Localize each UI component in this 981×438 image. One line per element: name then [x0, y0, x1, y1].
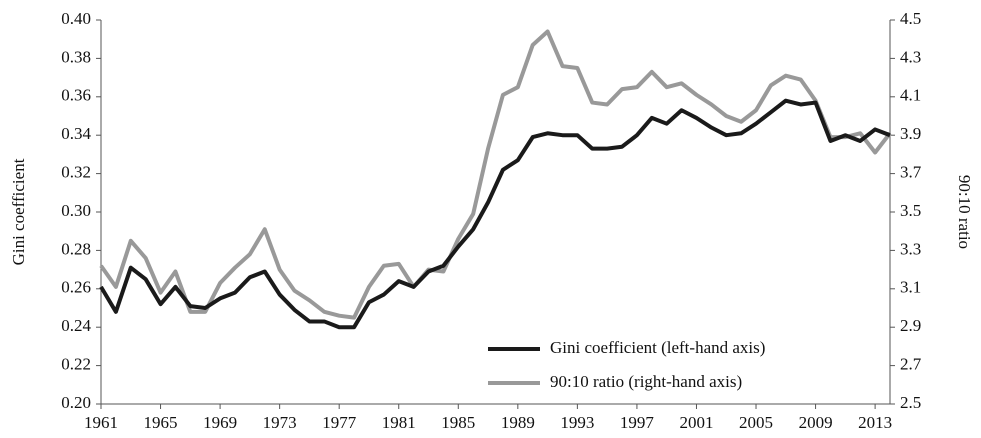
x-tick-label: 1961	[84, 413, 118, 432]
x-tick-label: 1997	[620, 413, 655, 432]
y-tick-label: 0.20	[61, 393, 91, 412]
y2-tick-label: 3.5	[900, 201, 921, 220]
y2-tick-label: 2.5	[900, 393, 921, 412]
x-tick-label: 1969	[203, 413, 237, 432]
y2-tick-label: 2.9	[900, 316, 921, 335]
series-line	[99, 98, 891, 330]
x-tick-label: 2013	[858, 413, 892, 432]
y-tick-label: 0.26	[61, 278, 91, 297]
x-tick-label: 1965	[144, 413, 178, 432]
x-tick-label: 1989	[501, 413, 535, 432]
legend-label: Gini coefficient (left-hand axis)	[550, 338, 765, 357]
y2-tick-label: 4.5	[900, 9, 921, 28]
y-tick-label: 0.32	[61, 163, 91, 182]
x-tick-label: 1977	[322, 413, 357, 432]
y2-tick-label: 4.1	[900, 86, 921, 105]
legend-label: 90:10 ratio (right-hand axis)	[550, 372, 742, 391]
y-tick-label: 0.28	[61, 239, 91, 258]
y-tick-label: 0.22	[61, 355, 91, 374]
y-tick-label: 0.24	[61, 316, 91, 335]
y2-axis-title: 90:10 ratio	[955, 175, 974, 249]
y-tick-label: 0.34	[61, 124, 91, 143]
x-tick-label: 1981	[382, 413, 416, 432]
y-axis-title: Gini coefficient	[9, 158, 28, 265]
y2-tick-label: 2.7	[900, 355, 922, 374]
y-tick-label: 0.40	[61, 9, 91, 28]
x-tick-label: 1993	[560, 413, 594, 432]
x-tick-label: 1985	[441, 413, 475, 432]
x-tick-label: 1973	[263, 413, 297, 432]
series-line	[99, 29, 892, 320]
y-tick-label: 0.30	[61, 201, 91, 220]
y2-tick-label: 3.7	[900, 163, 922, 182]
y2-tick-label: 3.3	[900, 239, 921, 258]
y2-tick-label: 3.9	[900, 124, 921, 143]
y-tick-label: 0.38	[61, 47, 91, 66]
x-tick-label: 2005	[739, 413, 773, 432]
y-tick-label: 0.36	[61, 86, 91, 105]
y2-tick-label: 3.1	[900, 278, 921, 297]
y2-tick-label: 4.3	[900, 47, 921, 66]
x-tick-label: 2001	[679, 413, 713, 432]
x-tick-label: 2009	[799, 413, 833, 432]
